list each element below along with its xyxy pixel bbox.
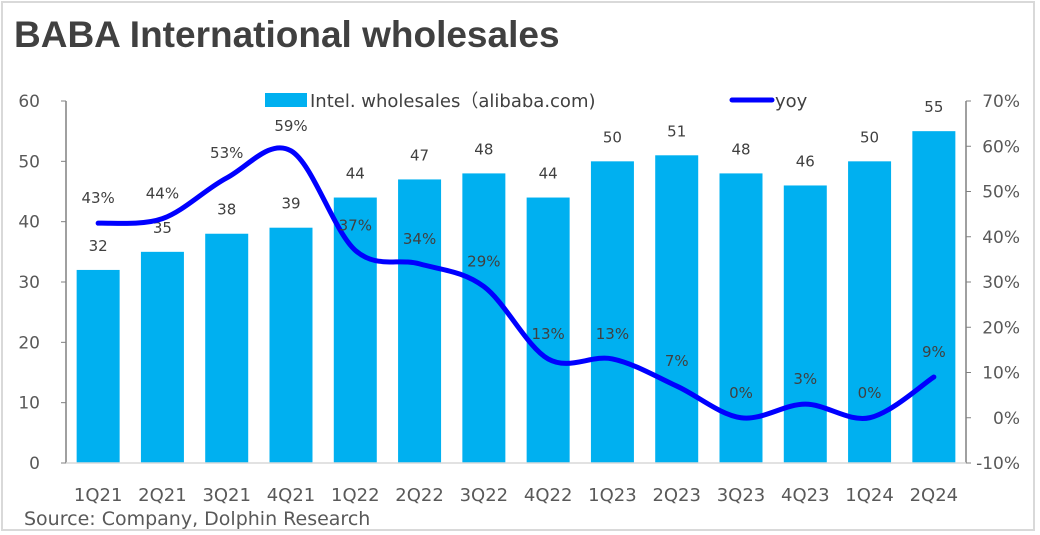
- yoy-label: 13%: [596, 325, 629, 343]
- left-tick-label: 10: [18, 394, 40, 414]
- bar-1Q22: [333, 197, 377, 464]
- x-tick-label: 2Q22: [395, 485, 444, 506]
- x-tick-label: 4Q23: [781, 485, 830, 506]
- yoy-label: 37%: [339, 216, 372, 234]
- yoy-label: 0%: [729, 384, 753, 402]
- left-tick-label: 40: [18, 213, 40, 233]
- x-tick-label: 2Q23: [652, 485, 701, 506]
- yoy-label: 59%: [274, 117, 307, 135]
- yoy-label: 29%: [467, 253, 500, 271]
- left-tick-label: 0: [29, 454, 40, 474]
- yoy-label: 0%: [858, 384, 882, 402]
- legend-bar-label: Intel. wholesales（alibaba.com): [310, 91, 596, 112]
- right-tick-label: 20%: [982, 318, 1020, 338]
- bar-value-label: 48: [731, 140, 750, 158]
- bar-3Q21: [205, 233, 249, 463]
- bar-4Q23: [783, 185, 827, 463]
- x-tick-label: 1Q24: [845, 485, 894, 506]
- bar-value-label: 48: [474, 140, 493, 158]
- bar-2Q22: [398, 179, 442, 463]
- right-tick-label: 60%: [982, 137, 1020, 157]
- bar-2Q23: [655, 155, 699, 464]
- bar-value-label: 39: [281, 195, 300, 213]
- x-tick-label: 1Q22: [331, 485, 380, 506]
- x-tick-label: 2Q24: [910, 485, 959, 506]
- bar-value-label: 51: [667, 122, 686, 140]
- bar-value-label: 44: [346, 165, 365, 183]
- right-tick-label: 70%: [982, 92, 1020, 112]
- bar-value-label: 50: [860, 128, 879, 146]
- right-tick-label: 40%: [982, 228, 1020, 248]
- x-tick-label: 1Q21: [74, 485, 123, 506]
- bar-2Q21: [140, 251, 184, 463]
- yoy-label: 9%: [922, 343, 946, 361]
- left-tick-label: 60: [18, 92, 40, 112]
- yoy-label: 43%: [81, 189, 114, 207]
- left-tick-label: 50: [18, 152, 40, 172]
- chart-title: BABA International wholesales: [14, 14, 560, 55]
- legend-bar-swatch: [265, 93, 307, 107]
- x-tick-label: 1Q23: [588, 485, 637, 506]
- yoy-label: 44%: [146, 185, 179, 203]
- yoy-label: 34%: [403, 230, 436, 248]
- yoy-label: 3%: [793, 370, 817, 388]
- bar-value-label: 44: [539, 165, 558, 183]
- source-note: Source: Company, Dolphin Research: [24, 508, 371, 530]
- legend-line-label: yoy: [775, 91, 808, 112]
- right-tick-label: 30%: [982, 273, 1020, 293]
- bar-2Q24: [912, 131, 956, 463]
- x-tick-label: 2Q21: [138, 485, 187, 506]
- right-tick-label: -10%: [976, 454, 1020, 474]
- bar-1Q21: [76, 269, 120, 463]
- bar-value-label: 55: [924, 98, 943, 116]
- bar-4Q21: [269, 227, 313, 463]
- bar-value-label: 38: [217, 201, 236, 219]
- yoy-label: 13%: [531, 325, 564, 343]
- right-tick-label: 0%: [993, 409, 1020, 429]
- right-tick-label: 50%: [982, 183, 1020, 203]
- left-tick-label: 30: [18, 273, 40, 293]
- x-tick-label: 3Q23: [717, 485, 766, 506]
- bar-value-label: 35: [153, 219, 172, 237]
- bar-value-label: 46: [796, 152, 815, 170]
- left-tick-label: 20: [18, 333, 40, 353]
- yoy-label: 53%: [210, 144, 243, 162]
- x-tick-label: 4Q21: [267, 485, 316, 506]
- x-tick-label: 4Q22: [524, 485, 573, 506]
- bar-value-label: 50: [603, 128, 622, 146]
- bar-value-label: 47: [410, 146, 429, 164]
- x-tick-label: 3Q22: [460, 485, 509, 506]
- bar-4Q22: [526, 197, 570, 464]
- x-tick-label: 3Q21: [202, 485, 251, 506]
- right-tick-label: 10%: [982, 364, 1020, 384]
- bar-3Q22: [462, 173, 506, 463]
- bar-value-label: 32: [89, 237, 108, 255]
- bar-1Q23: [590, 161, 634, 464]
- yoy-label: 7%: [665, 352, 689, 370]
- yoy-line: [95, 145, 937, 421]
